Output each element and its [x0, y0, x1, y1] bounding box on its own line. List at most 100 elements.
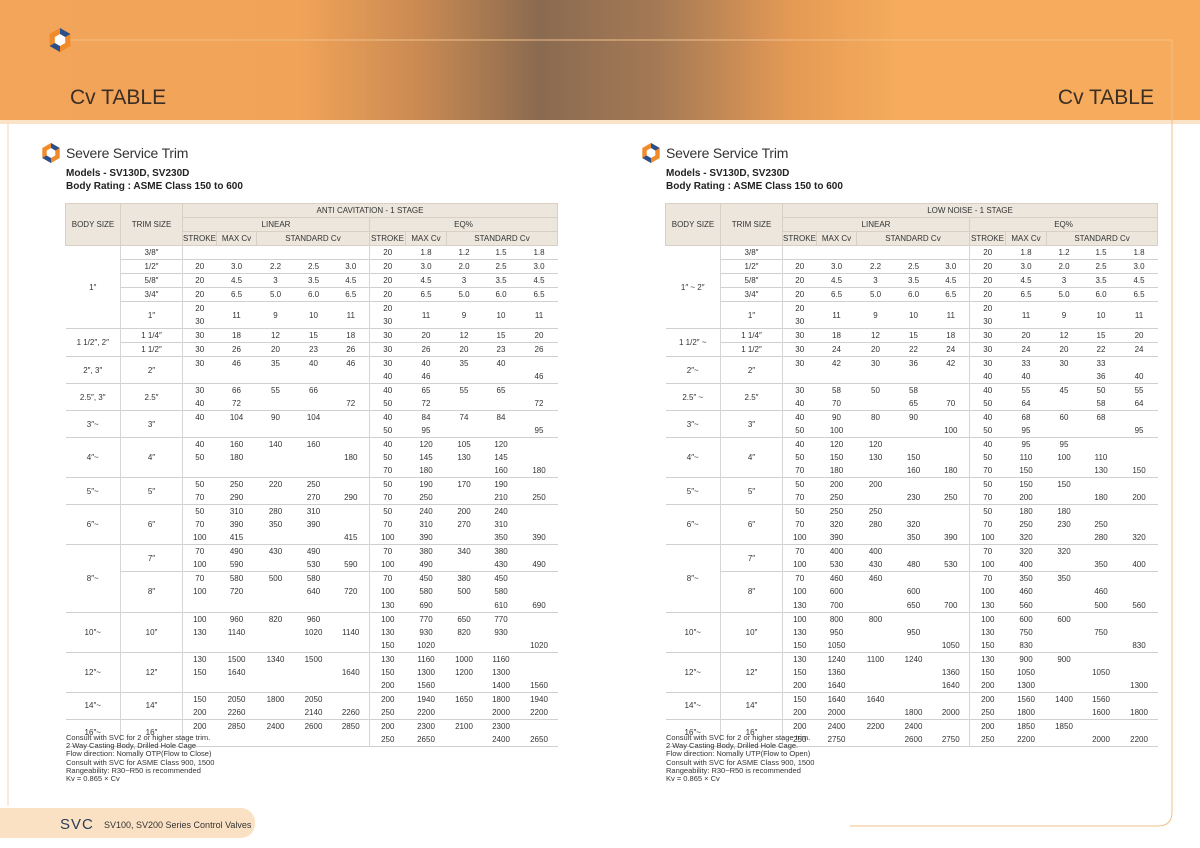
cell: 280: [256, 504, 295, 519]
cell: 1400: [482, 679, 521, 693]
data-row: 1″ 20 30 11 9 10 11 20 30 11 9 10 11: [66, 301, 558, 329]
cell: [1121, 518, 1158, 531]
cell-value: 460: [1019, 587, 1033, 597]
cell: 50: [970, 424, 1006, 438]
cell: [857, 531, 895, 545]
note-line: Consult with SVC for 2 or higher stage t…: [66, 733, 211, 742]
cell-value: 70: [383, 520, 393, 530]
cell: 640: [295, 585, 333, 598]
data-row: 3/4″ 20 6.5 5.0 6.0 6.5 20 6.5 5.0 6.0 6.5: [66, 287, 558, 302]
cell: 830: [1006, 639, 1047, 653]
cell: 400: [1006, 558, 1047, 572]
cell: 50: [182, 477, 217, 492]
cell: [895, 679, 933, 693]
body-size: 1″ ~ 2″: [665, 245, 721, 329]
cell-value: 40: [983, 372, 993, 381]
cell: 200: [369, 691, 406, 706]
cell: 650: [446, 611, 482, 626]
cell-value: 530: [944, 560, 958, 570]
cell: 50: [183, 451, 217, 464]
cell-value: 250: [1019, 520, 1033, 530]
cell-value: 1560: [1017, 694, 1035, 704]
cell: 30: [782, 328, 817, 343]
cell: 1.5: [481, 245, 521, 260]
cell: 70: [370, 464, 406, 478]
cell: [1047, 531, 1082, 545]
cell-value: 560: [1132, 600, 1146, 610]
cell: [482, 397, 521, 411]
cell-value: 720: [229, 587, 244, 597]
cell: 720: [217, 585, 257, 598]
cell: [295, 679, 333, 693]
cell-value: 390: [829, 533, 844, 543]
cell-value: 6.5: [230, 290, 243, 299]
cell: [216, 245, 257, 260]
cell: 200: [783, 706, 817, 720]
data-row: 40 72 72 50 72 72: [66, 397, 558, 411]
cell: 3: [256, 273, 295, 288]
cell-value: 180: [1019, 507, 1033, 517]
cell-value: 320: [829, 520, 844, 530]
cell-value: 50: [383, 399, 393, 408]
cell-value: 1100: [866, 654, 885, 664]
cell: 4.5: [1005, 273, 1047, 288]
data-row: 5/8″ 20 4.5 3 3.5 4.5 20 4.5 3 3.5 4.5: [66, 273, 558, 288]
cell-value: 24: [946, 345, 956, 354]
cell-value: 200: [1019, 493, 1033, 503]
body-size: 3″~: [665, 410, 721, 438]
cell: 4.5: [332, 273, 370, 288]
cell: 2000: [817, 706, 857, 720]
cell: 1560: [1081, 691, 1121, 706]
cell-value: 90: [832, 413, 841, 422]
cell: 9: [1046, 301, 1082, 329]
cell: 20: [182, 259, 217, 274]
cell: 95: [1121, 424, 1158, 438]
cell: 40: [405, 356, 447, 370]
cell: [520, 437, 558, 451]
notes: Consult with SVC for 2 or higher stage t…: [666, 733, 814, 783]
cell-value: 30: [195, 359, 205, 368]
cell: 11: [520, 301, 558, 329]
cell: 30: [969, 328, 1006, 343]
cell: 6.5: [332, 287, 370, 302]
cell-value: 1600: [1092, 707, 1110, 717]
cell-value: 70: [195, 574, 205, 584]
cell-value: 20: [383, 276, 393, 285]
cell-value: 20: [383, 290, 393, 299]
cell: [257, 585, 295, 598]
cell: 310: [482, 518, 521, 531]
cell: 1050: [1006, 666, 1047, 679]
cell-value: 70: [983, 547, 993, 557]
cell: [857, 626, 895, 639]
cell: [894, 611, 933, 626]
cell: 160: [294, 437, 333, 451]
cell-value: 190: [419, 480, 433, 490]
cell-value: 2850: [341, 721, 360, 731]
cell-value: 6.0: [907, 290, 920, 299]
cell-value: 20: [195, 290, 205, 299]
cell-value: 150: [381, 640, 395, 650]
cell: 3.0: [332, 259, 370, 274]
cell: 1800: [1006, 706, 1047, 720]
cell-value: 2400: [827, 721, 846, 731]
cell: 1640: [332, 665, 370, 679]
cell: 1200: [447, 666, 482, 679]
cell-value: 40: [983, 413, 993, 422]
cell: 1.8: [1005, 245, 1047, 260]
cell-value: 20: [383, 248, 393, 257]
cell: [932, 651, 970, 666]
cell-value: 350: [1019, 574, 1033, 584]
cell: 58: [1082, 397, 1121, 411]
cell-value: 2850: [227, 721, 246, 731]
trim-size: 7″: [120, 544, 183, 572]
cell-value: 45: [1059, 386, 1069, 395]
cell: 280: [1082, 531, 1121, 545]
cell: 10: [481, 301, 521, 329]
cell-value: 30: [983, 331, 993, 340]
cell: 50: [370, 397, 406, 411]
cell: 40: [182, 437, 217, 451]
data-row: 2″~ 2″ 30 42 30 36 42 30 33 30 33: [665, 356, 1158, 384]
group-header: EQ%: [968, 217, 1159, 232]
cell-value: 4.5: [830, 276, 843, 285]
cell: 320: [895, 518, 933, 531]
